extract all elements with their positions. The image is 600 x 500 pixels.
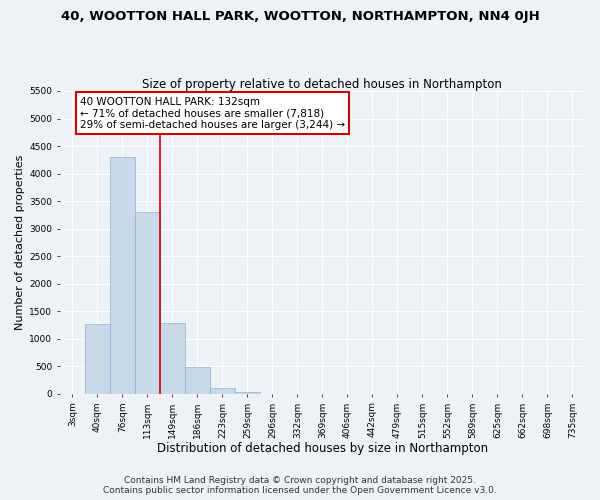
Title: Size of property relative to detached houses in Northampton: Size of property relative to detached ho… <box>142 78 502 91</box>
Bar <box>135 212 160 394</box>
Bar <box>85 324 110 394</box>
Text: 40, WOOTTON HALL PARK, WOOTTON, NORTHAMPTON, NN4 0JH: 40, WOOTTON HALL PARK, WOOTTON, NORTHAMP… <box>61 10 539 23</box>
Bar <box>160 324 185 394</box>
Text: Contains HM Land Registry data © Crown copyright and database right 2025.
Contai: Contains HM Land Registry data © Crown c… <box>103 476 497 495</box>
Bar <box>210 388 235 394</box>
Y-axis label: Number of detached properties: Number of detached properties <box>15 154 25 330</box>
Bar <box>110 157 135 394</box>
Text: 40 WOOTTON HALL PARK: 132sqm
← 71% of detached houses are smaller (7,818)
29% of: 40 WOOTTON HALL PARK: 132sqm ← 71% of de… <box>80 96 345 130</box>
Bar <box>185 368 210 394</box>
X-axis label: Distribution of detached houses by size in Northampton: Distribution of detached houses by size … <box>157 442 488 455</box>
Bar <box>235 392 260 394</box>
